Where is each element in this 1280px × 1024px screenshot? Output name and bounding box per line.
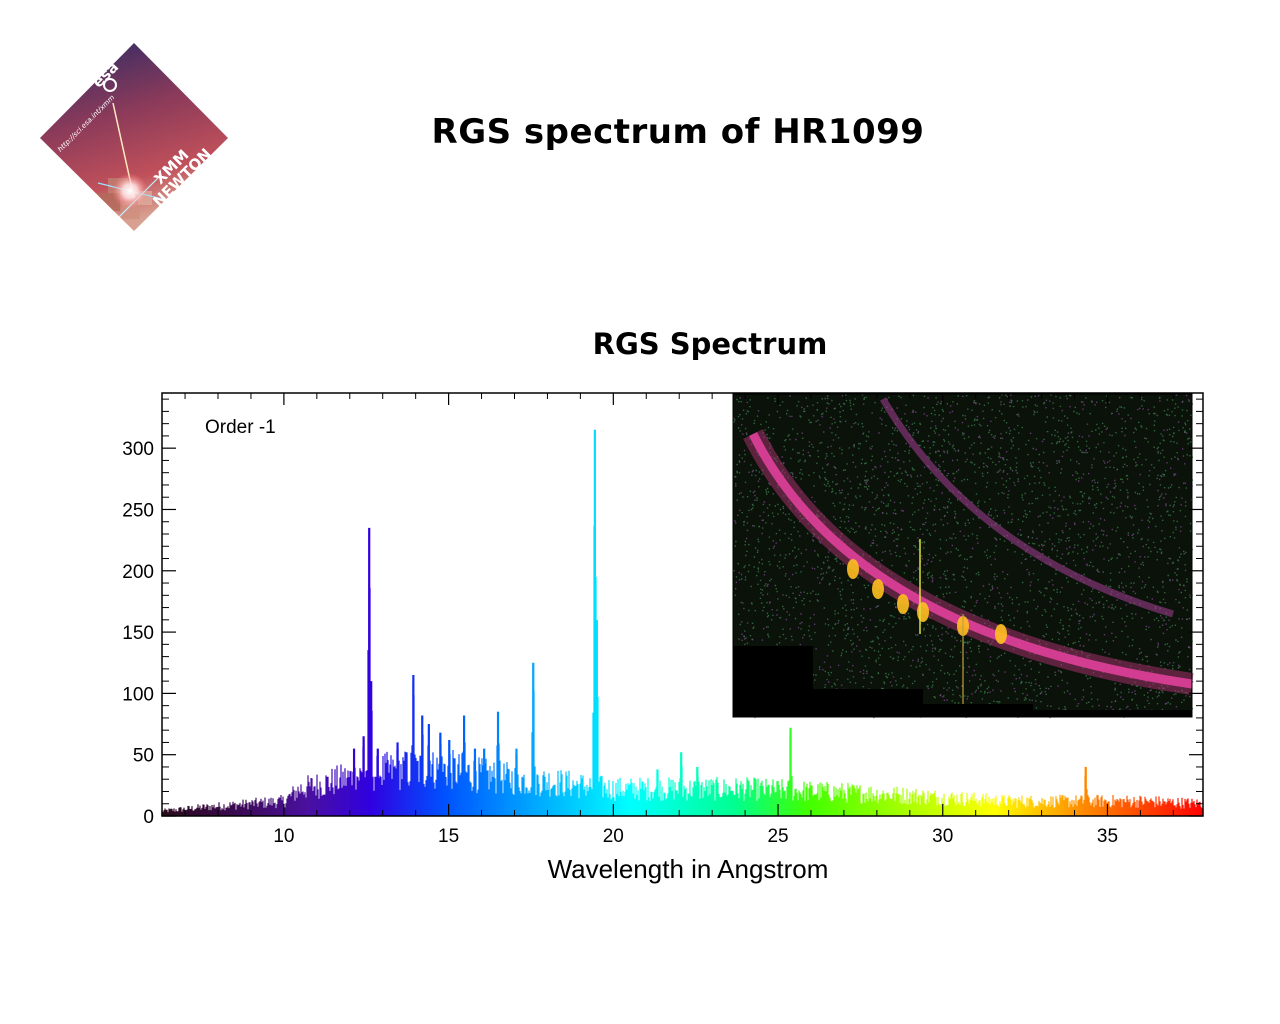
inset-hotspot-2 (897, 594, 909, 614)
inset-arc-primary (748, 431, 1193, 689)
y-tick-label: 0 (143, 807, 154, 828)
y-tick-label: 300 (122, 439, 154, 460)
y-tick-label: 100 (122, 684, 154, 705)
chart-title: RGS Spectrum (592, 327, 828, 361)
y-tick-label: 200 (122, 562, 154, 583)
esa-logo-icon (103, 78, 117, 92)
inset-arc-secondary (879, 397, 1175, 618)
inset-hotspot-0 (847, 559, 859, 579)
x-axis-label: Wavelength in Angstrom (548, 854, 829, 884)
x-tick-label: 15 (438, 826, 459, 847)
inset-hotspot-3 (917, 602, 929, 622)
plot-frame (161, 392, 1204, 817)
axis-ticks: 10 15 20 25 30 35 0 50 100 150 200 250 300 (122, 393, 1203, 847)
detector-image-inset (732, 393, 1194, 719)
y-tick-label: 150 (122, 623, 154, 644)
x-tick-label: 10 (273, 826, 294, 847)
inset-hotspot-1 (872, 579, 884, 599)
inset-hotspot-5 (995, 624, 1007, 644)
spectrum-bars (161, 429, 1203, 816)
page-title: RGS spectrum of HR1099 (431, 112, 925, 152)
x-tick-label: 35 (1097, 826, 1118, 847)
inset-frame (732, 393, 1193, 718)
xmm-newton-logo: esa http://sci.esa.int/xmm XMM NEWTON (40, 43, 228, 231)
x-tick-label: 30 (932, 826, 953, 847)
y-tick-label: 250 (122, 500, 154, 521)
inset-mask (733, 646, 1192, 717)
x-tick-label: 25 (767, 826, 788, 847)
x-tick-label: 20 (603, 826, 624, 847)
order-annotation: Order -1 (205, 417, 276, 438)
y-tick-label: 50 (133, 746, 154, 767)
